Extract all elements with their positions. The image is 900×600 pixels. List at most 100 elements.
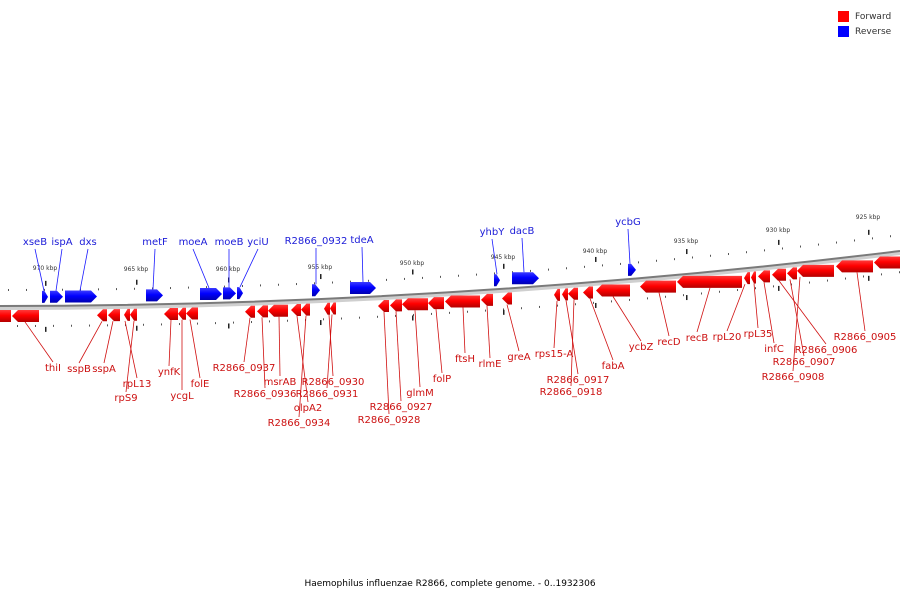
minor-tick <box>521 307 522 310</box>
label-rps9: rpS9 <box>114 393 137 404</box>
leader-line <box>239 248 259 288</box>
leader-line <box>553 300 558 349</box>
gene-xseb <box>42 290 48 303</box>
leader-line <box>328 314 334 377</box>
minor-tick <box>710 254 711 257</box>
gene-dacb <box>512 272 539 285</box>
minor-tick <box>872 237 873 240</box>
minor-tick <box>197 322 198 325</box>
major-tick <box>320 320 322 326</box>
label-olpa2: olpA2 <box>294 403 322 414</box>
major-tick <box>778 285 780 291</box>
major-tick <box>868 229 870 235</box>
minor-tick <box>548 268 549 271</box>
gene-r2866-0908 <box>797 264 834 277</box>
gene-sspb <box>97 309 107 322</box>
major-tick <box>686 295 688 301</box>
minor-tick <box>260 284 261 287</box>
leader-line <box>78 321 103 364</box>
leader-line <box>856 272 866 332</box>
minor-tick <box>350 280 351 283</box>
label-yhby: yhbY <box>480 227 506 238</box>
minor-tick <box>656 259 657 262</box>
minor-tick <box>278 283 279 286</box>
minor-tick <box>593 301 594 304</box>
minor-tick <box>458 274 459 277</box>
backbone-shadow <box>0 251 900 310</box>
minor-tick <box>422 276 423 279</box>
minor-tick <box>647 297 648 300</box>
label-faba: fabA <box>602 361 625 372</box>
gene-recd <box>640 280 676 293</box>
ruler-ticks: 970 kbp 965 kbp 960 kbp 955 kbp 950 kbp 945 k… <box>8 214 900 332</box>
major-tick <box>412 269 414 275</box>
minor-tick <box>332 281 333 284</box>
minor-tick <box>314 282 315 285</box>
minor-tick <box>476 273 477 276</box>
gene-arrows <box>0 256 900 322</box>
major-tick <box>136 279 138 285</box>
gene-fragment <box>874 256 900 269</box>
minor-tick <box>98 288 99 291</box>
minor-tick <box>890 235 891 238</box>
gene-yciu <box>237 287 243 300</box>
minor-tick <box>809 281 810 284</box>
minor-tick <box>485 309 486 312</box>
minor-tick <box>800 245 801 248</box>
major-tick <box>228 323 230 329</box>
label-rpl13: rpL13 <box>123 379 152 390</box>
label-r2866-0931: R2866_0931 <box>296 389 359 400</box>
leader-line <box>296 315 309 403</box>
gene-fragment <box>6 309 11 322</box>
leader-line <box>462 307 466 354</box>
gene-rlme <box>481 293 493 306</box>
tick-label: 940 kbp <box>583 248 608 255</box>
tick-label: 935 kbp <box>674 238 699 245</box>
minor-tick <box>836 241 837 244</box>
gene-sspa <box>108 309 120 322</box>
major-tick <box>136 325 138 331</box>
label-r2866-0937: R2866_0937 <box>213 363 276 374</box>
gene-fragment <box>0 309 6 322</box>
gene-labels: xseB ispA dxs metF moeA moeB yciU R2866_0932 tde… <box>23 217 897 429</box>
minor-tick <box>575 303 576 306</box>
label-ispa: ispA <box>51 237 72 248</box>
leader-line <box>753 283 759 329</box>
major-tick <box>595 256 597 262</box>
gene-fole <box>186 307 198 320</box>
tick-label: 950 kbp <box>400 260 425 267</box>
minor-tick <box>665 295 666 298</box>
gene-ftsh <box>445 295 480 308</box>
leader-line <box>361 246 364 283</box>
major-tick <box>595 302 597 308</box>
legend-forward-label: Forward <box>855 11 892 22</box>
label-recb: recB <box>686 333 709 344</box>
minor-tick <box>89 324 90 327</box>
minor-tick <box>449 311 450 314</box>
gene-rps9 <box>130 308 137 321</box>
minor-tick <box>602 264 603 267</box>
major-tick <box>320 274 322 280</box>
tick-label: 970 kbp <box>33 265 58 272</box>
leader-line <box>778 280 827 345</box>
major-tick <box>868 275 870 281</box>
major-tick <box>412 315 414 321</box>
major-tick <box>686 249 688 255</box>
minor-tick <box>161 323 162 326</box>
minor-tick <box>287 319 288 322</box>
gene-r2866-0917 <box>562 288 568 301</box>
label-r2866-0932: R2866_0932 <box>285 236 348 247</box>
label-r2866-0907: R2866_0907 <box>773 357 836 368</box>
minor-tick <box>152 287 153 290</box>
label-dxs: dxs <box>79 237 96 248</box>
minor-tick <box>269 320 270 323</box>
leader-line <box>79 248 89 291</box>
forward-swatch <box>838 11 849 22</box>
tick-label: 960 kbp <box>216 266 241 273</box>
leader-line <box>152 248 156 290</box>
label-grea: greA <box>507 352 530 363</box>
label-r2866-0934: R2866_0934 <box>268 418 331 429</box>
minor-tick <box>755 287 756 290</box>
gene-r2866-0930 <box>324 302 330 315</box>
minor-tick <box>440 275 441 278</box>
